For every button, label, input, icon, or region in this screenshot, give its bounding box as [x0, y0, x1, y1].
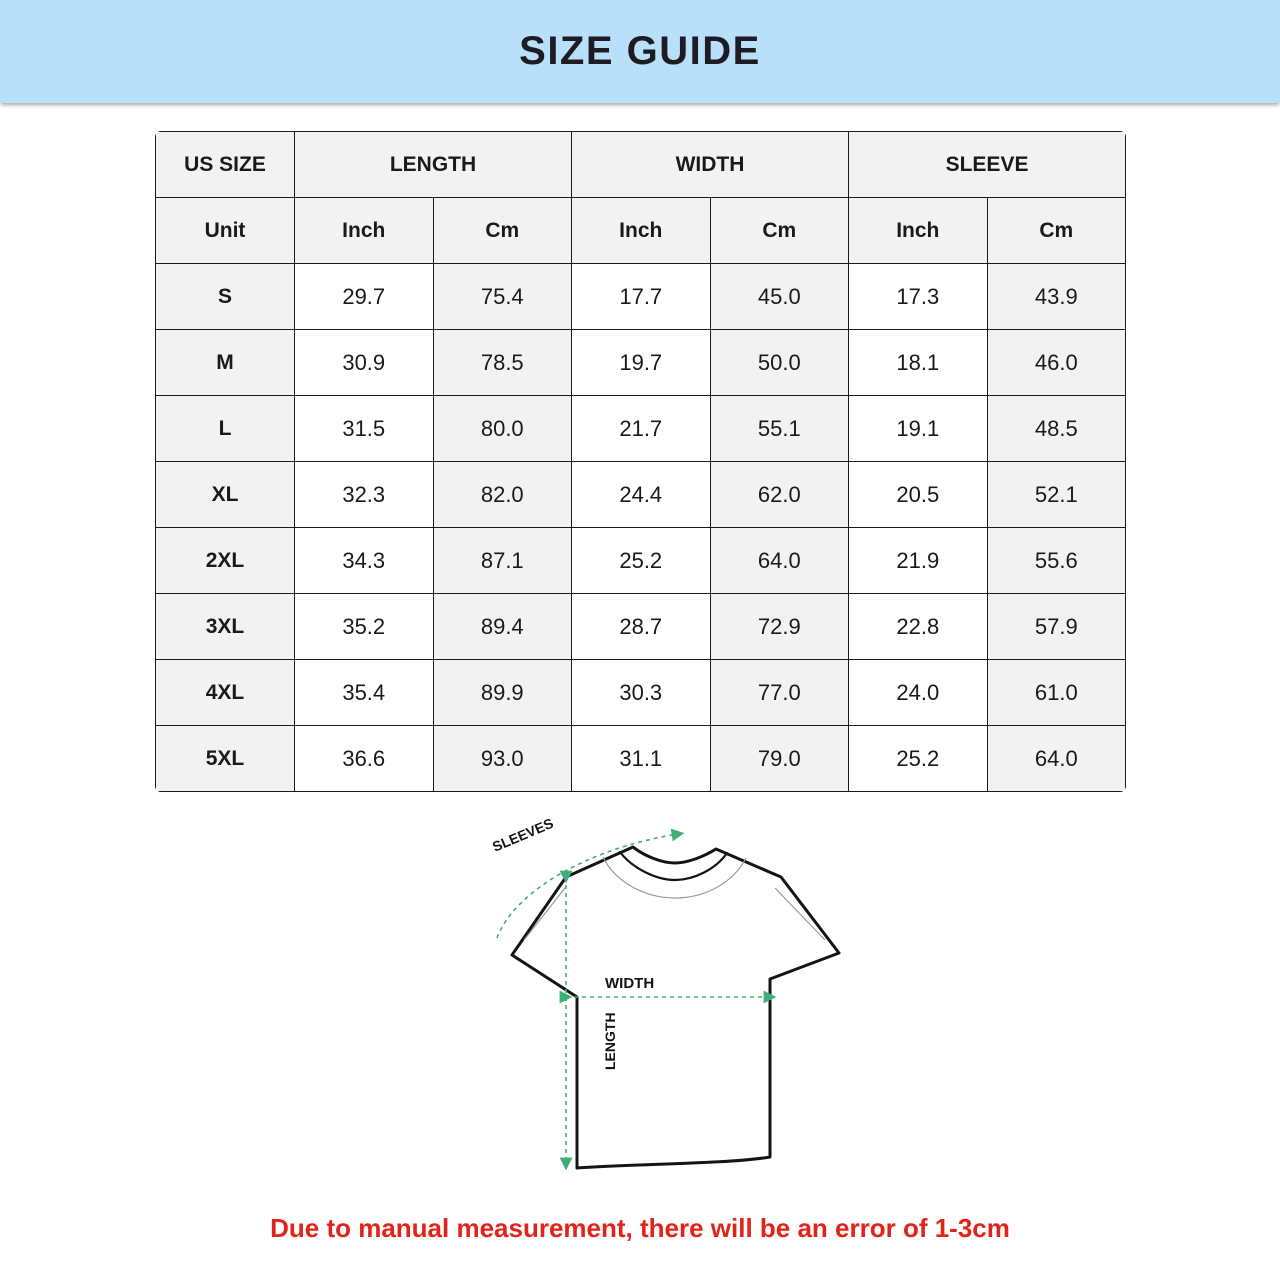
svg-text:WIDTH: WIDTH: [605, 975, 654, 992]
svg-text:SLEEVES: SLEEVES: [490, 815, 556, 855]
svg-text:LENGTH: LENGTH: [602, 1012, 618, 1070]
